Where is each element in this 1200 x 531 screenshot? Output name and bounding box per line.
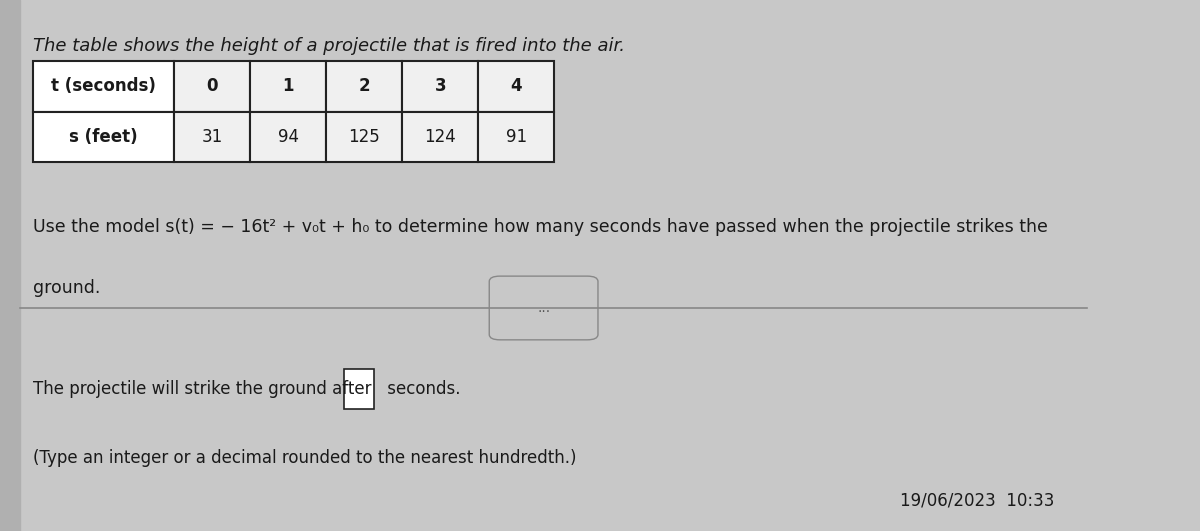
FancyBboxPatch shape [32,61,174,112]
FancyBboxPatch shape [479,112,554,162]
Text: 91: 91 [506,128,527,145]
Text: 3: 3 [434,78,446,95]
Text: 1: 1 [282,78,294,95]
Text: 2: 2 [359,78,370,95]
Text: (Type an integer or a decimal rounded to the nearest hundredth.): (Type an integer or a decimal rounded to… [32,449,576,467]
FancyBboxPatch shape [32,112,174,162]
Text: seconds.: seconds. [382,380,460,398]
FancyBboxPatch shape [479,61,554,112]
Text: The projectile will strike the ground after: The projectile will strike the ground af… [32,380,377,398]
Text: Use the model s(t) = − 16t² + v₀t + h₀ to determine how many seconds have passed: Use the model s(t) = − 16t² + v₀t + h₀ t… [32,218,1048,236]
FancyBboxPatch shape [402,112,479,162]
Text: 31: 31 [202,128,223,145]
Text: 4: 4 [511,78,522,95]
Text: 125: 125 [348,128,380,145]
FancyBboxPatch shape [250,61,326,112]
FancyBboxPatch shape [174,61,250,112]
Text: ...: ... [538,301,550,315]
Text: s (feet): s (feet) [68,128,138,145]
Text: The table shows the height of a projectile that is fired into the air.: The table shows the height of a projecti… [32,37,625,55]
FancyBboxPatch shape [490,276,598,340]
FancyBboxPatch shape [250,112,326,162]
Bar [0,0,19,531]
FancyBboxPatch shape [343,369,374,409]
FancyBboxPatch shape [326,61,402,112]
Text: ground.: ground. [32,279,100,297]
Text: 124: 124 [425,128,456,145]
FancyBboxPatch shape [326,112,402,162]
Text: 94: 94 [277,128,299,145]
FancyBboxPatch shape [174,112,250,162]
Text: 0: 0 [206,78,217,95]
Text: t (seconds): t (seconds) [50,78,156,95]
Text: 19/06/2023  10:33: 19/06/2023 10:33 [900,492,1055,510]
FancyBboxPatch shape [402,61,479,112]
